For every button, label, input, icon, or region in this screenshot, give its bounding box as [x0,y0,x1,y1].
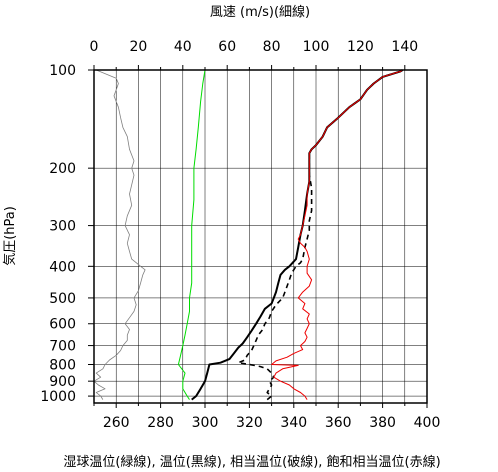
pressure-tick-label: 100 [49,63,76,79]
ticks: 260 280 300 320 340 360 380 400 0 20 40 60 80 100 120 1… [40,39,440,431]
pressure-tick-label: 800 [49,357,76,373]
bottom-axis-title: 湿球温位(緑線), 温位(黒線), 相当温位(破線), 飽和相当温位(赤線) [63,454,440,470]
grid [93,69,428,403]
bottom-tick-label: 380 [369,415,396,431]
bottom-tick-label: 360 [325,415,352,431]
top-axis-title: 風速 (m/s)(細線) [210,4,310,20]
pressure-tick-label: 500 [49,291,76,307]
pressure-tick-label: 700 [49,339,76,355]
wet-bulb-potential-temperature-line [177,69,206,400]
top-tick-label: 20 [129,39,147,55]
wind-speed-line [93,69,146,400]
bottom-tick-label: 260 [103,415,130,431]
bottom-tick-label: 320 [236,415,263,431]
bottom-tick-label: 340 [280,415,307,431]
top-tick-label: 100 [303,39,330,55]
top-tick-label: 120 [347,39,374,55]
pressure-tick-label: 1000 [40,389,76,405]
bottom-tick-label: 300 [192,415,219,431]
y-axis-title: 気圧(hPa) [2,206,18,266]
pressure-tick-label: 900 [49,374,76,390]
top-tick-label: 40 [174,39,192,55]
saturated-equivalent-potential-temperature-line [271,69,403,400]
plot-frame [93,69,428,404]
pressure-tick-label: 400 [49,259,76,275]
potential-temperature-line [191,69,404,401]
pressure-tick-label: 300 [49,219,76,235]
top-tick-label: 80 [263,39,281,55]
series-layer [93,69,404,401]
top-tick-label: 60 [218,39,236,55]
top-tick-label: 0 [90,39,99,55]
pressure-tick-label: 600 [49,317,76,333]
pressure-tick-label: 200 [49,161,76,177]
equivalent-potential-temperature-line [237,69,404,401]
bottom-tick-label: 280 [147,415,174,431]
top-tick-label: 140 [391,39,418,55]
bottom-tick-label: 400 [414,415,441,431]
